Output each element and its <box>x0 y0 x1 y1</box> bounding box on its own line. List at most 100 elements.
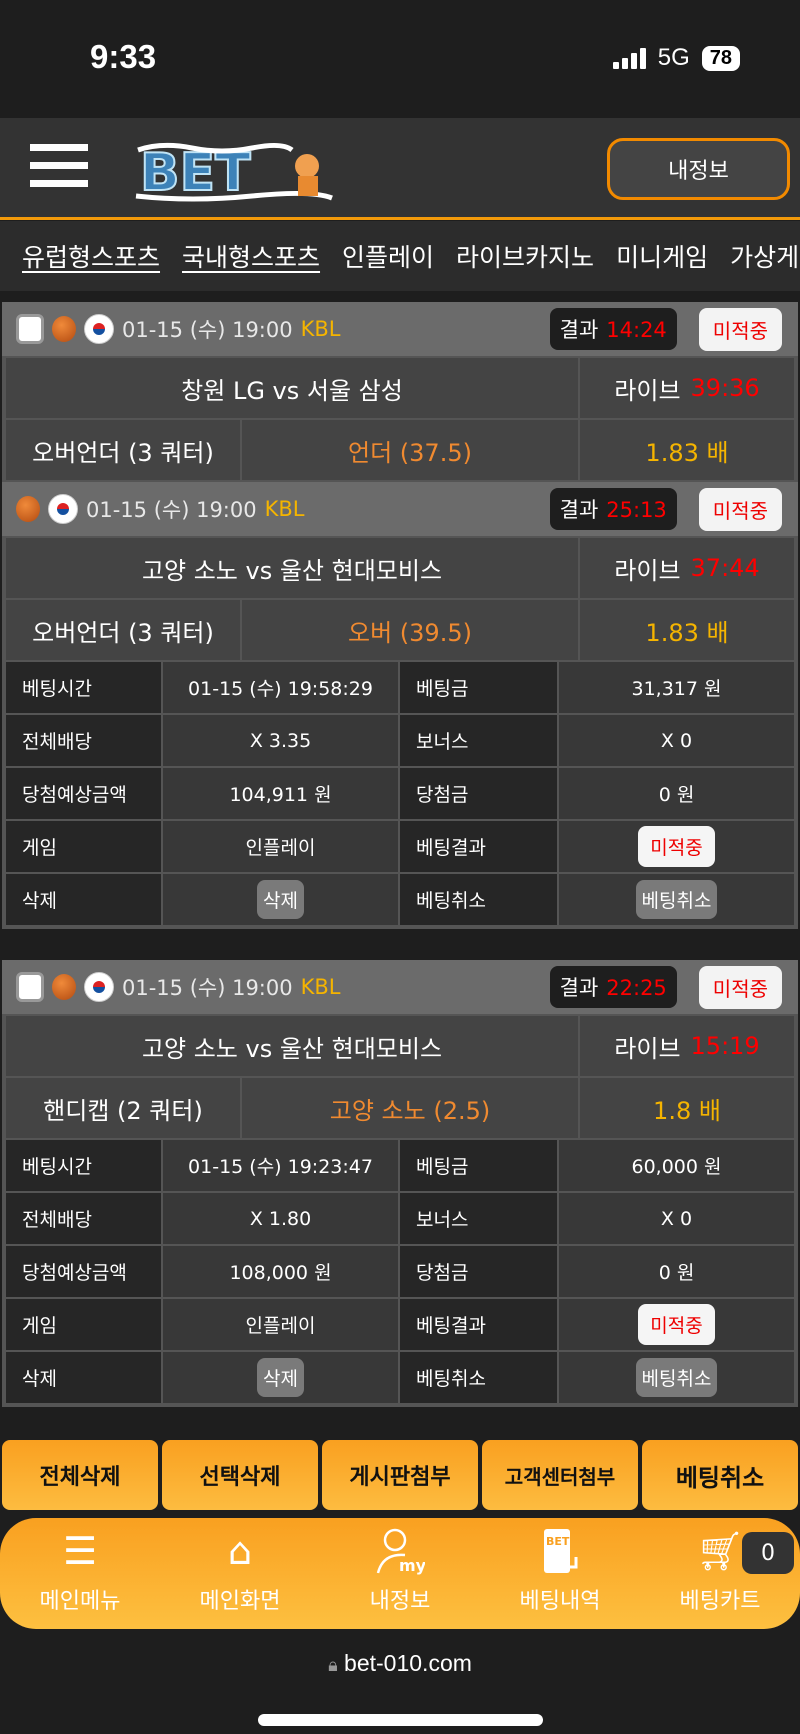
category-nav: 유럽형스포츠 국내형스포츠 인플레이 라이브카지노 미니게임 가상게 <box>0 221 800 291</box>
market: 오버언더 (3 쿼터) <box>6 600 240 660</box>
market: 오버언더 (3 쿼터) <box>6 420 240 480</box>
live-time: 37:44 <box>690 554 760 582</box>
match-teams: 고양 소노 vs 울산 현대모비스 <box>6 1016 578 1076</box>
bet-result-badge: 미적중 <box>638 1304 715 1345</box>
network-type: 5G <box>657 44 690 71</box>
live-label: 라이브 <box>614 556 681 585</box>
signal-icon <box>612 47 646 69</box>
status-badge: 미적중 <box>698 965 782 1009</box>
result-time: 22:25 <box>606 976 667 1000</box>
delete-all-button[interactable]: 전체삭제 <box>2 1440 158 1510</box>
bonus: X 0 <box>559 715 794 766</box>
nav-virtual-game[interactable]: 가상게 <box>730 243 800 272</box>
svg-text:BET: BET <box>546 1535 570 1548</box>
game-type: 인플레이 <box>163 821 398 872</box>
status-badge: 미적중 <box>698 487 782 531</box>
bet-result-label: 베팅결과 <box>400 1299 557 1350</box>
delete-button[interactable]: 삭제 <box>257 1358 304 1397</box>
bet-ticket: 01-15 (수) 19:00 KBL 결과 22:25 미적중 고양 소노 vs… <box>2 960 798 1407</box>
bonus: X 0 <box>559 1193 794 1244</box>
odds: 1.83 배 <box>580 600 794 660</box>
bet-time: 01-15 (수) 19:23:47 <box>163 1140 398 1191</box>
bet-history-icon: BET <box>538 1527 582 1575</box>
game-type: 인플레이 <box>163 1299 398 1350</box>
game-datetime: 01-15 (수) 19:00 <box>122 976 293 1000</box>
win-amount: 0 원 <box>559 1246 794 1297</box>
match-teams: 고양 소노 vs 울산 현대모비스 <box>6 538 578 598</box>
stake: 31,317 원 <box>559 662 794 713</box>
result-label: 결과 <box>559 976 599 1000</box>
cancel-label: 베팅취소 <box>400 874 557 925</box>
select-checkbox[interactable] <box>16 972 44 1002</box>
pick: 언더 (37.5) <box>242 420 578 480</box>
cancel-bets-button[interactable]: 베팅취소 <box>642 1440 798 1510</box>
bet-result-label: 베팅결과 <box>400 821 557 872</box>
game-header: 01-15 (수) 19:00 KBL 결과 14:24 미적중 <box>2 302 798 356</box>
status-bar: 9:33 5G 78 <box>0 0 800 118</box>
basketball-icon <box>16 496 40 522</box>
home-indicator[interactable] <box>258 1714 543 1726</box>
nav-inplay[interactable]: 인플레이 <box>342 243 435 272</box>
pick: 오버 (39.5) <box>242 600 578 660</box>
attach-support-button[interactable]: 고객센터첨부 <box>482 1440 638 1510</box>
bet-time: 01-15 (수) 19:58:29 <box>163 662 398 713</box>
expected-win: 104,911 원 <box>163 768 398 819</box>
cancel-bet-button[interactable]: 베팅취소 <box>635 880 718 919</box>
result-label: 결과 <box>559 318 599 342</box>
bonus-label: 보너스 <box>400 1193 557 1244</box>
game-type-label: 게임 <box>6 821 161 872</box>
odds: 1.8 배 <box>580 1078 794 1138</box>
site-logo[interactable]: BET <box>132 138 342 204</box>
live-info: 라이브 37:44 <box>580 538 794 598</box>
hamburger-menu-icon[interactable] <box>30 144 88 198</box>
bottom-nav-bet-cart[interactable]: 🛒︎ 베팅카트 0 <box>640 1518 800 1629</box>
league: KBL <box>300 975 341 999</box>
delete-label: 삭제 <box>6 874 161 925</box>
win-amount-label: 당첨금 <box>400 768 557 819</box>
bet-details: 베팅시간 01-15 (수) 19:58:29 베팅금 31,317 원 전체배당 X … <box>6 662 794 925</box>
pick: 고양 소노 (2.5) <box>242 1078 578 1138</box>
cart-icon: 🛒︎ <box>695 1528 745 1573</box>
league: KBL <box>264 497 305 521</box>
total-odds-label: 전체배당 <box>6 715 161 766</box>
nav-live-casino[interactable]: 라이브카지노 <box>456 243 595 272</box>
win-amount: 0 원 <box>559 768 794 819</box>
my-info-button[interactable]: 내정보 <box>607 138 790 200</box>
cart-count-badge: 0 <box>742 1532 794 1574</box>
live-label: 라이브 <box>614 1034 681 1063</box>
bottom-nav-my-info[interactable]: my 내정보 <box>320 1518 480 1629</box>
basketball-icon <box>52 316 76 342</box>
status-badge: 미적중 <box>698 307 782 351</box>
total-odds: X 3.35 <box>163 715 398 766</box>
select-checkbox[interactable] <box>16 314 44 344</box>
bottom-nav-label: 메인화면 <box>199 1589 281 1614</box>
delete-button[interactable]: 삭제 <box>257 880 304 919</box>
cancel-bet-button[interactable]: 베팅취소 <box>635 1358 718 1397</box>
bottom-nav-main-menu[interactable]: ☰ 메인메뉴 <box>0 1518 160 1629</box>
svg-text:my: my <box>399 1556 425 1575</box>
expected-win: 108,000 원 <box>163 1246 398 1297</box>
delete-label: 삭제 <box>6 1352 161 1403</box>
browser-url-bar[interactable]: 🔒︎ bet-010.com <box>0 1650 800 1677</box>
delete-selected-button[interactable]: 선택삭제 <box>162 1440 318 1510</box>
game-datetime: 01-15 (수) 19:00 <box>122 318 293 342</box>
live-info: 라이브 39:36 <box>580 358 794 418</box>
total-odds-label: 전체배당 <box>6 1193 161 1244</box>
total-odds: X 1.80 <box>163 1193 398 1244</box>
game-header: 01-15 (수) 19:00 KBL 결과 22:25 미적중 <box>2 960 798 1014</box>
nav-european-sports[interactable]: 유럽형스포츠 <box>22 243 161 272</box>
stake: 60,000 원 <box>559 1140 794 1191</box>
result-badge: 결과 22:25 <box>549 966 677 1008</box>
nav-mini-game[interactable]: 미니게임 <box>616 243 709 272</box>
user-icon: my <box>375 1527 425 1575</box>
url-text: bet-010.com <box>344 1650 472 1676</box>
attach-board-button[interactable]: 게시판첨부 <box>322 1440 478 1510</box>
bottom-nav-bet-history[interactable]: BET 베팅내역 <box>480 1518 640 1629</box>
bottom-nav-label: 내정보 <box>369 1589 431 1614</box>
menu-icon: ☰ <box>62 1529 98 1573</box>
bottom-nav-home[interactable]: ⌂ 메인화면 <box>160 1518 320 1629</box>
nav-domestic-sports[interactable]: 국내형스포츠 <box>182 243 321 272</box>
expected-win-label: 당첨예상금액 <box>6 1246 161 1297</box>
bet-time-label: 베팅시간 <box>6 1140 161 1191</box>
site-header: BET 내정보 <box>0 118 800 220</box>
